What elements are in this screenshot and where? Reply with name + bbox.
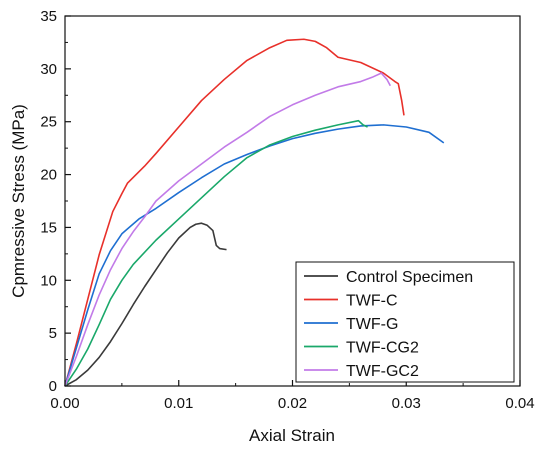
series-line-0 bbox=[64, 222, 227, 387]
y-tick-label: 35 bbox=[40, 8, 57, 25]
legend-label: Control Specimen bbox=[346, 269, 473, 286]
y-tick-label: 0 bbox=[49, 378, 57, 395]
legend-label: TWF-C bbox=[346, 293, 398, 310]
ticks-layer: 0.00 0.01 0.02 0.03 0.04 0 5 10 15 20 25 30 35 bbox=[40, 8, 534, 412]
series-line-2 bbox=[64, 124, 445, 387]
y-axis-title: Cpmressive Stress (MPa) bbox=[9, 104, 28, 298]
series-line-1 bbox=[64, 38, 405, 387]
series-line-3 bbox=[64, 119, 368, 387]
x-tick-label: 0.03 bbox=[392, 395, 421, 412]
x-tick-label: 0.00 bbox=[50, 395, 79, 412]
legend: Control Specimen TWF-C TWF-G TWF-CG2 TWF-GC2 bbox=[295, 261, 515, 383]
legend-label: TWF-GC2 bbox=[346, 363, 419, 380]
y-tick-label: 5 bbox=[49, 325, 57, 342]
y-tick-label: 25 bbox=[40, 114, 57, 131]
x-tick-label: 0.04 bbox=[505, 395, 534, 412]
y-tick-label: 10 bbox=[40, 272, 57, 289]
x-tick-label: 0.01 bbox=[164, 395, 193, 412]
x-axis-title: Axial Strain bbox=[249, 426, 335, 445]
legend-box bbox=[295, 261, 515, 383]
x-tick-label: 0.02 bbox=[278, 395, 307, 412]
y-tick-label: 20 bbox=[40, 167, 57, 184]
y-tick-label: 30 bbox=[40, 61, 57, 78]
legend-label: TWF-G bbox=[346, 316, 398, 333]
series-line-4 bbox=[64, 72, 392, 387]
y-tick-label: 15 bbox=[40, 219, 57, 236]
legend-label: TWF-CG2 bbox=[346, 340, 419, 357]
series-layer bbox=[64, 38, 445, 387]
